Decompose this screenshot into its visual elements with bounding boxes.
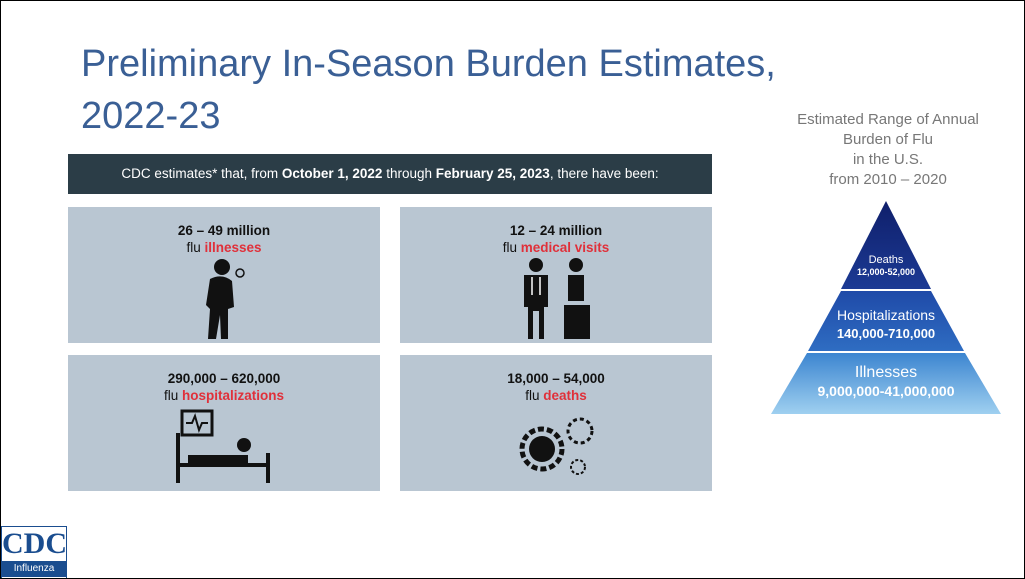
caption-line: from 2010 – 2020 (829, 171, 947, 188)
card: 26 – 49 million flu illnesses (68, 207, 380, 343)
card: 290,000 – 620,000 flu hospitalizations (68, 355, 380, 491)
card-label: flu hospitalizations (68, 388, 380, 403)
logo-sub: Influenza (2, 561, 66, 577)
card-label: flu illnesses (68, 240, 380, 255)
level-range: 12,000-52,000 (857, 267, 915, 277)
card-value: 26 – 49 million (177, 223, 271, 238)
level-hospitalizations (808, 291, 964, 351)
card-value: 290,000 – 620,000 (167, 371, 281, 386)
card: 12 – 24 million flu medical visits (400, 207, 712, 343)
highlight: illnesses (204, 240, 262, 255)
title-line: Preliminary In-Season Burden Estimates, (81, 43, 776, 85)
logo: CDC Influenza (1, 526, 67, 578)
highlight: deaths (543, 388, 587, 403)
hospital-icon (176, 409, 270, 483)
card: 18,000 – 54,000 flu deaths (400, 355, 712, 491)
level-name: Illnesses (855, 364, 917, 381)
level-range: 140,000-710,000 (837, 326, 935, 341)
highlight: medical visits (520, 240, 610, 255)
level-name: Hospitalizations (837, 307, 935, 323)
level-illnesses (771, 353, 1001, 414)
level-range: 9,000,000-41,000,000 (817, 383, 954, 399)
level-name: Deaths (869, 254, 904, 266)
card-value: 18,000 – 54,000 (507, 371, 605, 386)
banner-text: CDC estimates* that, from (121, 166, 282, 181)
level-deaths (841, 201, 931, 289)
logo-name: CDC (2, 527, 67, 560)
card-label: flu deaths (400, 388, 712, 403)
banner-text: October 1, 2022 (281, 166, 383, 181)
caption-line: Burden of Flu (842, 131, 934, 148)
title-line: 2022-23 (81, 95, 221, 137)
highlight: hospitalizations (182, 388, 285, 403)
prefix: flu (186, 240, 201, 255)
visit-icon (524, 258, 590, 339)
banner: CDC estimates* that, from October 1, 202… (68, 154, 712, 194)
virus-icon (519, 417, 594, 475)
banner-text: February 25, 2023 (435, 166, 550, 181)
pyramid: Deaths 12,000-52,000 Hospitalizations 14… (771, 201, 1001, 414)
card-label: flu medical visits (400, 240, 712, 255)
prefix: flu (502, 240, 517, 255)
banner-text: , there have been: (549, 166, 659, 181)
prefix: flu (163, 388, 179, 403)
prefix: flu (525, 388, 540, 403)
banner-text: through (382, 166, 436, 181)
caption-line: in the U.S. (852, 151, 924, 168)
sick-icon (206, 259, 245, 339)
caption-line: Estimated Range of Annual (797, 111, 979, 128)
card-value: 12 – 24 million (509, 223, 603, 238)
